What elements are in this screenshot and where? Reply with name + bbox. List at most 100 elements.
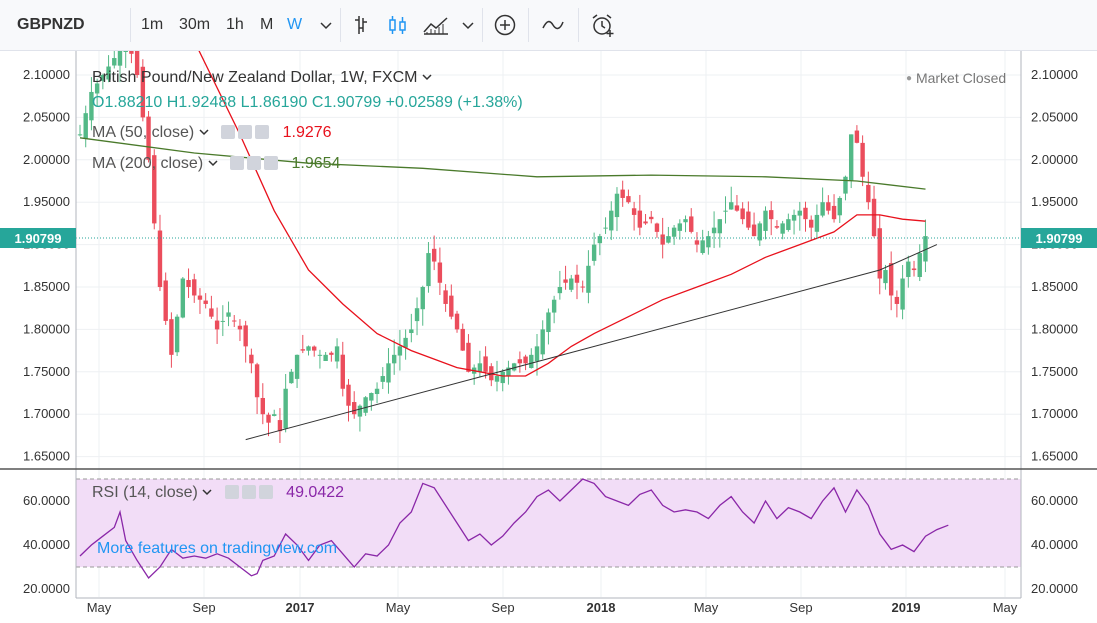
time-tick-label: May: [386, 600, 411, 615]
bar-style-icon[interactable]: [350, 12, 376, 38]
candle-body: [403, 337, 408, 348]
divider: [578, 8, 579, 42]
candle-body: [294, 354, 300, 379]
candle-body: [163, 280, 168, 321]
ma200-label: MA (200, close): [92, 155, 204, 172]
candle-body: [363, 397, 368, 413]
candle-body: [312, 346, 317, 351]
price-tick-label: 2.00000: [1031, 152, 1078, 167]
candle-body: [911, 268, 917, 271]
price-tick-label: 1.65000: [1031, 449, 1078, 464]
candle-body: [174, 316, 180, 353]
indicators-icon[interactable]: [421, 12, 451, 38]
interval-30m[interactable]: 30m: [179, 16, 211, 33]
candle-body: [883, 270, 888, 284]
visibility-icon[interactable]: [224, 485, 239, 499]
ohlc-l-label: L: [240, 94, 250, 111]
candle-body: [614, 193, 620, 218]
status-dot-icon: ●: [906, 73, 913, 84]
settings-icon[interactable]: [238, 125, 253, 139]
price-tick-label: 2.05000: [1031, 109, 1078, 124]
candle-body: [220, 320, 226, 322]
price-tick-label: 1.95000: [1031, 194, 1078, 209]
close-icon[interactable]: [255, 125, 270, 139]
time-tick-label: 2018: [587, 600, 616, 615]
close-icon[interactable]: [264, 156, 279, 170]
chart-area[interactable]: 2.10000 2.10000 2.05000 2.05000 2.00000 2.000…: [0, 50, 1097, 623]
symbol-search[interactable]: GBPNZD: [17, 16, 85, 33]
candle-body: [226, 312, 231, 317]
candle-body: [134, 51, 140, 75]
add-compare-icon[interactable]: [492, 12, 518, 38]
candle-body: [420, 287, 425, 310]
chevron-down-icon[interactable]: [422, 72, 432, 82]
visibility-icon[interactable]: [221, 125, 236, 139]
candle-body: [654, 223, 660, 232]
drawing-icon[interactable]: [540, 12, 566, 38]
price-tick-label: 2.10000: [1031, 67, 1078, 82]
candle-body: [631, 208, 637, 215]
candle-body: [243, 325, 248, 347]
candle-body: [751, 224, 757, 237]
chevron-down-icon[interactable]: [313, 12, 339, 38]
candle-body: [237, 325, 243, 330]
chevron-down-icon[interactable]: [202, 487, 212, 497]
candle-body: [866, 184, 871, 203]
candle-body: [192, 279, 197, 296]
candle-body: [203, 300, 208, 304]
settings-icon[interactable]: [241, 485, 256, 499]
rsi-buttons: [224, 484, 276, 502]
candle-body: [306, 346, 311, 351]
candle-body: [300, 349, 305, 351]
promo-link[interactable]: More features on tradingview.com: [97, 540, 338, 557]
chevron-down-icon[interactable]: [455, 12, 481, 38]
interval-M[interactable]: M: [260, 16, 274, 33]
interval-1m[interactable]: 1m: [141, 16, 164, 33]
price-tick-label: 1.75000: [1031, 364, 1078, 379]
candle-body: [546, 312, 551, 333]
close-icon[interactable]: [258, 485, 273, 499]
price-tick-label: 2.10000: [23, 67, 70, 82]
settings-icon[interactable]: [247, 156, 262, 170]
legend-ma50[interactable]: MA (50, close) 1.9276: [92, 124, 332, 142]
rsi-line: [79, 478, 949, 580]
candle-body: [683, 219, 688, 223]
trendline[interactable]: [245, 244, 938, 441]
candle-body: [820, 202, 825, 216]
chevron-down-icon[interactable]: [199, 127, 209, 137]
price-tick-label: 2.00000: [23, 152, 70, 167]
price-tick-label: 1.65000: [23, 449, 70, 464]
ohlc-c-label: C: [311, 94, 324, 111]
candle-body: [574, 274, 580, 283]
time-tick-label: Sep: [491, 600, 514, 615]
candle-style-icon[interactable]: [385, 12, 411, 38]
candle-body: [837, 197, 842, 216]
candle-body: [534, 346, 540, 362]
time-axis[interactable]: May Sep 2017 May Sep 2018 May Sep 2019 May: [87, 600, 1018, 615]
candle-body: [700, 240, 705, 254]
time-tick-label: 2017: [286, 600, 315, 615]
interval-W[interactable]: W: [287, 16, 303, 33]
ma50-buttons: [221, 124, 272, 142]
legend-rsi[interactable]: RSI (14, close) 49.0422: [92, 484, 344, 502]
rsi-tick-label: 20.0000: [23, 581, 70, 596]
chevron-down-icon[interactable]: [208, 158, 218, 168]
candle-body: [397, 346, 403, 356]
price-tick-label: 1.85000: [1031, 279, 1078, 294]
legend-title[interactable]: British Pound/New Zealand Dollar, 1W, FX…: [92, 69, 432, 87]
candle-body: [706, 236, 711, 248]
candle-body: [186, 280, 191, 287]
last-price-tag: 1.90799 1.90799: [0, 228, 1097, 248]
candle-body: [414, 308, 420, 322]
interval-1h[interactable]: 1h: [226, 16, 244, 33]
visibility-icon[interactable]: [230, 156, 245, 170]
candle-body: [197, 295, 203, 300]
candle-body: [494, 376, 500, 382]
alert-icon[interactable]: [590, 12, 616, 38]
rsi-value: 49.0422: [286, 484, 345, 501]
candle-body: [214, 320, 220, 330]
legend-ma200[interactable]: MA (200, close) 1.9654: [92, 155, 340, 173]
rsi-axis[interactable]: 60.0000 60.0000 40.0000 40.0000 20.0000 20.00…: [23, 493, 1078, 596]
candle-body: [289, 371, 294, 384]
candle-body: [357, 405, 363, 417]
